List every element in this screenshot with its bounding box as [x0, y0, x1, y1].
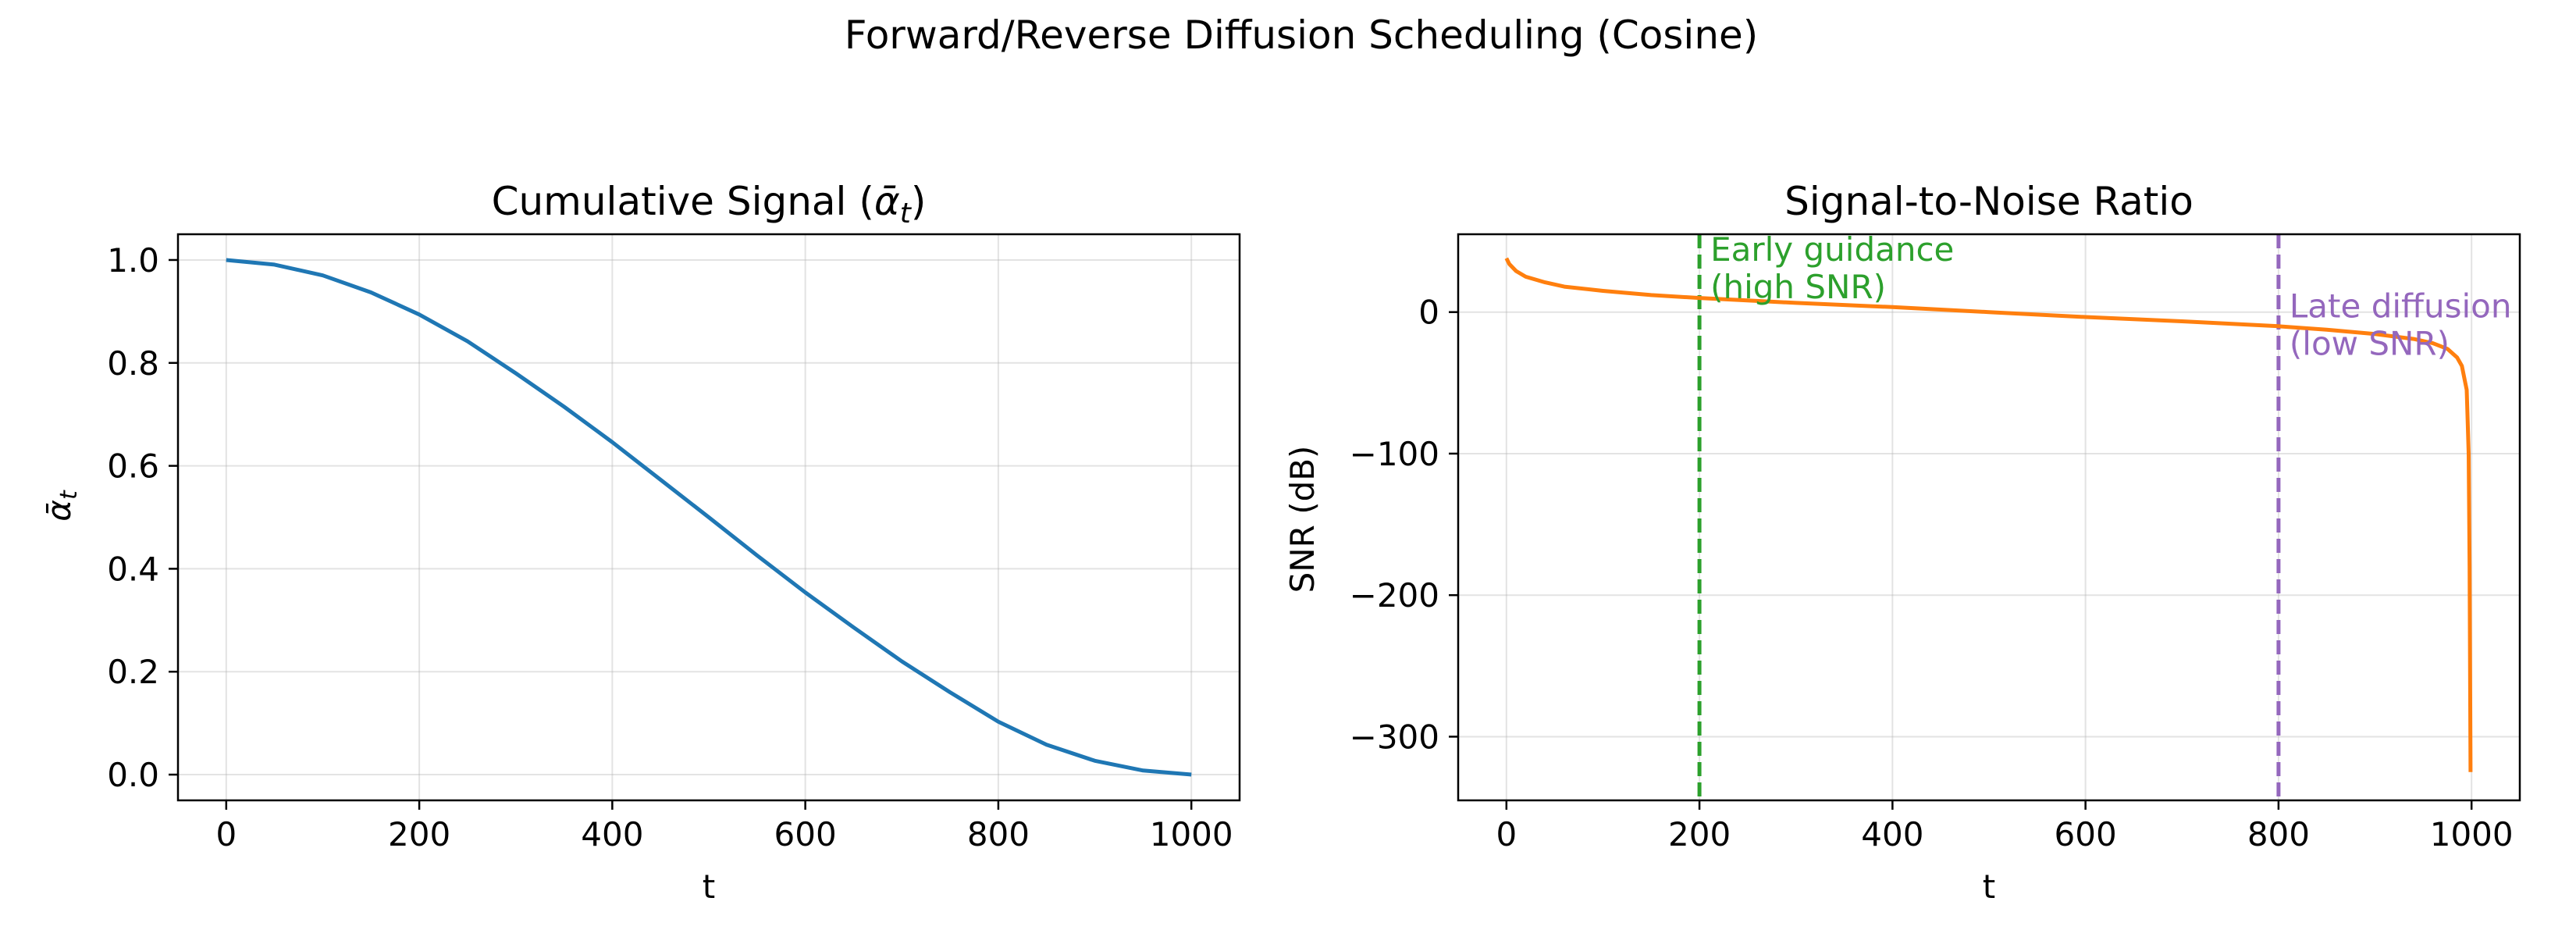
plot-frame — [176, 233, 1241, 802]
y-tick-label: −300 — [1350, 718, 1439, 756]
series-line-0 — [1504, 257, 2473, 772]
chart-0-xlabel: t — [703, 868, 715, 906]
figure-suptitle: Forward/Reverse Diffusion Scheduling (Co… — [845, 12, 1759, 58]
y-tick-label: 0.4 — [107, 550, 159, 588]
chart-1-title: Signal-to-Noise Ratio — [1784, 179, 2194, 224]
x-tick-label: 600 — [2055, 815, 2117, 853]
chart-1-ylabel: SNR (dB) — [1283, 446, 1322, 593]
y-tick-label: 0.6 — [107, 447, 159, 486]
chart-0-title: Cumulative Signal (ᾱt) — [492, 179, 927, 230]
plot-frame — [1457, 233, 2521, 802]
y-tick-label: 0.8 — [107, 344, 159, 383]
y-tick-label: 1.0 — [107, 241, 159, 280]
series-line-0 — [226, 258, 1192, 777]
x-tick-label: 800 — [967, 815, 1030, 853]
x-tick-label: 1000 — [2430, 815, 2514, 853]
chart-1-xlabel: t — [1983, 868, 1995, 906]
y-tick-label: −200 — [1350, 576, 1439, 615]
x-tick-label: 0 — [215, 815, 237, 853]
x-tick-label: 200 — [1668, 815, 1731, 853]
x-tick-label: 800 — [2247, 815, 2310, 853]
y-tick-label: 0 — [1418, 294, 1439, 332]
y-tick-label: 0.2 — [107, 653, 159, 691]
x-tick-label: 0 — [1496, 815, 1517, 853]
x-tick-label: 1000 — [1150, 815, 1233, 853]
x-tick-label: 400 — [1861, 815, 1923, 853]
annotation-0: Early guidance (high SNR) — [1710, 230, 1954, 306]
y-tick-label: −100 — [1350, 435, 1439, 473]
x-tick-label: 200 — [388, 815, 450, 853]
chart-cumulative-signal: Cumulative Signal (ᾱt) ᾱt t 0 200 400 600 80… — [40, 179, 1241, 906]
chart-0-ylabel: ᾱt — [40, 490, 83, 522]
x-tick-label: 400 — [581, 815, 643, 853]
annotation-1: Late diffusion (low SNR) — [2290, 287, 2512, 363]
chart-snr: Signal-to-Noise Ratio SNR (dB) t 0 200 400… — [1283, 179, 2521, 906]
x-tick-label: 600 — [774, 815, 837, 853]
y-tick-label: 0.0 — [107, 756, 159, 794]
